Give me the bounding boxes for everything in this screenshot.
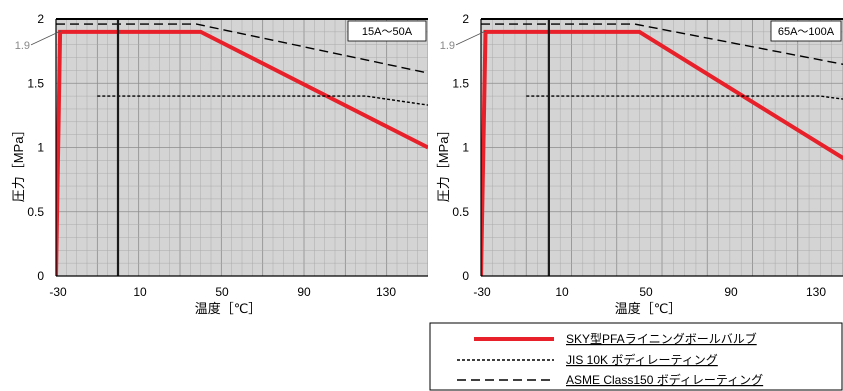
x-axis-label: 温度［℃］ [195, 301, 262, 316]
series-line-2 [481, 23, 843, 65]
y-annotation-leader [30, 30, 62, 46]
y-tick-label: 0 [462, 269, 469, 283]
legend-label-sky: SKY型PFAライニングボールバルブ [566, 331, 757, 346]
y-annotation-leader [455, 30, 487, 46]
y-tick-label: 1 [37, 141, 44, 155]
x-axis-label: 温度［℃］ [615, 301, 682, 316]
x-tick-label: 10 [555, 285, 569, 299]
y-tick-label: 0.5 [452, 205, 469, 219]
legend: SKY型PFAライニングボールバルブ JIS 10K ボディレーティング ASM… [429, 322, 843, 391]
y-tick-label: 1.5 [452, 76, 469, 90]
series-line-0 [481, 29, 843, 276]
size-tag-box [770, 20, 842, 42]
x-tick-label: -30 [473, 285, 491, 299]
series-line-2 [56, 23, 428, 74]
series-line-0 [56, 29, 428, 276]
y-tick-label: 2 [462, 12, 469, 26]
series [56, 23, 428, 276]
x-tick-label: 50 [215, 285, 229, 299]
x-tick-label: 50 [639, 285, 653, 299]
legend-box [429, 322, 843, 391]
size-tag-box [347, 20, 427, 42]
y-axis-label: 圧力［MPa］ [11, 124, 26, 203]
legend-label-jis: JIS 10K ボディレーティング [566, 352, 718, 367]
size-tag-label: 15A〜50A [362, 26, 413, 38]
chart-65a-100a: 0 0.5 1 1.5 2 -30 10 50 90 130 1.9 温度［℃］ 圧力［MPa］ 65A〜… [436, 12, 843, 316]
grid [56, 19, 428, 276]
x-tick-label: 130 [376, 285, 396, 299]
y-annotation-label: 1.9 [440, 40, 455, 52]
legend-label-asme: ASME Class150 ボディレーティング [566, 372, 763, 387]
grid [481, 19, 843, 276]
x-tick-label: 90 [297, 285, 311, 299]
x-tick-label: 10 [133, 285, 147, 299]
series-line-1 [97, 95, 428, 106]
y-tick-label: 2 [37, 12, 44, 26]
y-tick-label: 1 [462, 141, 469, 155]
y-tick-label: 0.5 [27, 205, 44, 219]
y-tick-label: 0 [37, 269, 44, 283]
size-tag-label: 65A〜100A [778, 26, 835, 38]
y-axis-label: 圧力［MPa］ [436, 124, 451, 203]
y-tick-label: 1.5 [27, 76, 44, 90]
x-tick-label: 130 [806, 285, 826, 299]
series [481, 23, 843, 276]
x-tick-label: 90 [724, 285, 738, 299]
x-tick-label: -30 [49, 285, 67, 299]
y-annotation-label: 1.9 [15, 40, 30, 52]
chart-15a-50a: 0 0.5 1 1.5 2 -30 10 50 90 130 1.9 温度［℃］ 圧力［MPa］ 15A〜… [11, 12, 428, 316]
